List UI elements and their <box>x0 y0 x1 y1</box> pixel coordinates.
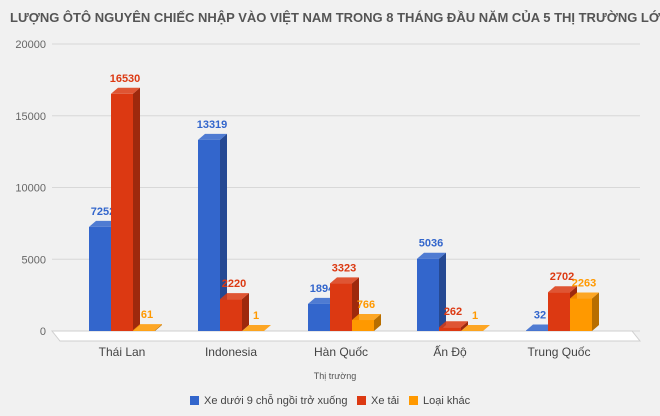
bar-side <box>374 314 381 331</box>
bar-an-do-loai-khac <box>461 324 490 331</box>
legend-swatch <box>357 396 366 405</box>
bar-top <box>417 252 446 259</box>
bar-front <box>220 299 242 331</box>
bar-top <box>111 87 140 94</box>
data-label: 2220 <box>222 278 246 290</box>
bar-top <box>570 292 599 299</box>
data-label: 7252 <box>91 206 115 218</box>
bar-top <box>548 286 577 293</box>
bar-thai-lan-xe-tai <box>111 87 140 332</box>
data-label: 1894 <box>310 283 335 295</box>
bars: 7252 16530 61 13319 2220 1 1894 3323 766 5036 262 1… <box>89 73 599 332</box>
y-axis: 0 5000 10000 15000 20000 <box>15 39 46 338</box>
bar-front <box>439 327 461 331</box>
bar-top <box>89 220 118 227</box>
bar-indonesia-loai-khac <box>242 324 271 331</box>
bar-side <box>264 324 271 331</box>
chart-title: LƯỢNG ÔTÔ NGUYÊN CHIẾC NHẬP VÀO VIỆT NAM… <box>10 10 660 25</box>
bar-top <box>133 324 162 331</box>
legend-swatch <box>190 396 199 405</box>
category-label: Hàn Quốc <box>314 345 368 359</box>
bar-han-quoc-xe-tai <box>330 277 359 331</box>
data-label: 16530 <box>110 73 141 85</box>
bar-side <box>461 321 468 331</box>
data-label: 13319 <box>197 119 228 131</box>
bar-top <box>526 324 555 331</box>
legend-item-loai-khac: Loại khác <box>409 395 471 407</box>
data-label: 3323 <box>332 262 356 274</box>
bar-front <box>111 93 133 332</box>
data-label: 2263 <box>572 278 596 290</box>
bar-front <box>570 298 592 331</box>
bar-an-do-xe-duoi-9-cho-ngoi-tro-xuong <box>417 252 446 331</box>
bar-side <box>242 293 249 331</box>
bar-top <box>439 321 468 328</box>
legend-item-xe-duoi-9-cho-ngoi-tro-xuong: Xe dưới 9 chỗ ngồi trở xuống <box>190 394 347 407</box>
x-axis: Thái Lan Indonesia Hàn Quốc Ấn Độ Trung Quốc <box>99 344 591 359</box>
bar-front <box>308 303 330 331</box>
bar-an-do-xe-tai <box>439 321 468 331</box>
bar-top <box>242 324 271 331</box>
legend-label: Xe tải <box>371 395 399 407</box>
bar-top <box>352 314 381 321</box>
bar-top <box>220 293 249 300</box>
bar-front <box>198 139 220 331</box>
bar-front <box>417 258 439 331</box>
bar-front <box>548 292 570 331</box>
bar-side <box>592 292 599 331</box>
legend: Xe dưới 9 chỗ ngồi trở xuống Xe tải Loại k… <box>190 394 471 407</box>
category-label: Ấn Độ <box>433 344 467 359</box>
bar-indonesia-xe-tai <box>220 293 249 331</box>
bar-front <box>352 320 374 331</box>
legend-swatch <box>409 396 418 405</box>
floor-plane <box>50 330 642 342</box>
bar-trung-quoc-loai-khac <box>570 292 599 331</box>
data-label: 1 <box>253 310 259 322</box>
y-tick-label: 20000 <box>15 39 46 51</box>
y-tick-label: 0 <box>40 326 46 338</box>
chart-floor <box>50 330 642 342</box>
category-label: Indonesia <box>205 345 257 359</box>
y-tick-label: 10000 <box>15 183 46 195</box>
bar-front <box>89 226 111 331</box>
bar-top <box>461 324 490 331</box>
data-label: 262 <box>444 306 462 318</box>
data-label: 766 <box>357 299 375 311</box>
y-tick-label: 15000 <box>15 111 46 123</box>
data-label: 2702 <box>550 271 574 283</box>
bar-side <box>133 87 140 332</box>
category-label: Trung Quốc <box>528 345 591 359</box>
bar-side <box>483 324 490 331</box>
bar-front <box>133 330 155 331</box>
bar-side <box>220 133 227 331</box>
data-label: 32 <box>534 310 546 322</box>
category-label: Thái Lan <box>99 345 146 359</box>
data-label: 5036 <box>419 238 443 250</box>
bar-top <box>330 277 359 284</box>
bar-front <box>330 283 352 331</box>
bar-indonesia-xe-duoi-9-cho-ngoi-tro-xuong <box>198 133 227 331</box>
bar-han-quoc-loai-khac <box>352 314 381 331</box>
bar-side <box>439 252 446 331</box>
data-label: 61 <box>141 309 153 321</box>
legend-label: Xe dưới 9 chỗ ngồi trở xuống <box>204 394 347 407</box>
bar-side <box>155 324 162 331</box>
data-label: 1 <box>472 310 478 322</box>
legend-item-xe-tai: Xe tải <box>357 395 399 407</box>
legend-label: Loại khác <box>423 395 471 407</box>
bar-top <box>198 133 227 140</box>
y-tick-label: 5000 <box>22 254 46 266</box>
bar-top <box>308 297 337 304</box>
bar-thai-lan-loai-khac <box>133 324 162 331</box>
x-axis-label: Thị trường <box>314 371 356 381</box>
